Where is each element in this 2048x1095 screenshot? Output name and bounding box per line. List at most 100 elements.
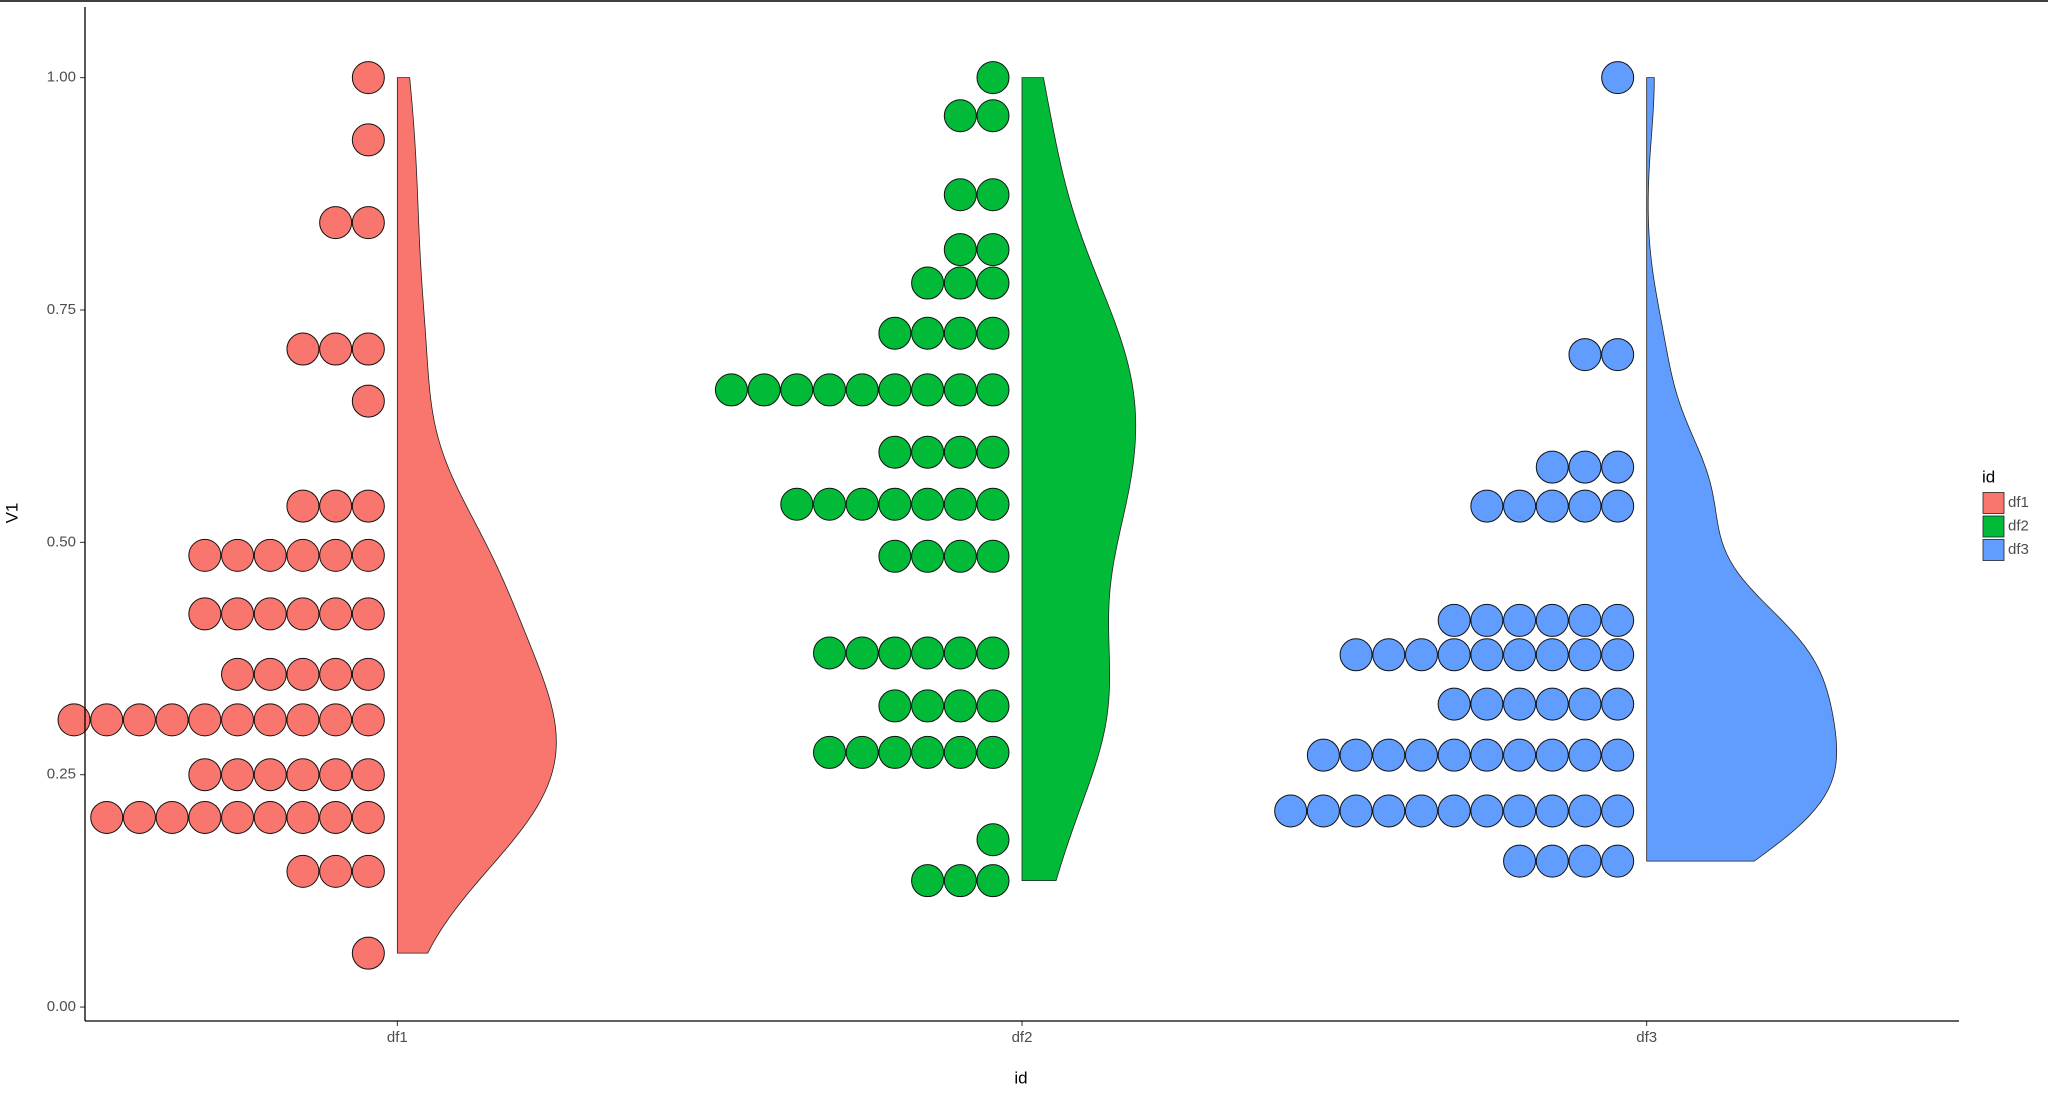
- y-tick-label: 0.50: [47, 533, 76, 550]
- dot: [351, 61, 385, 95]
- dot: [1437, 738, 1471, 772]
- x-tick-label: df2: [1012, 1029, 1033, 1046]
- dot: [1601, 794, 1635, 828]
- dot: [1535, 450, 1569, 484]
- dot: [911, 316, 945, 350]
- y-tick-label: 0.25: [47, 766, 76, 783]
- dot: [943, 316, 977, 350]
- dot: [1601, 638, 1635, 672]
- dot: [878, 435, 912, 469]
- dot: [943, 636, 977, 670]
- violin: [396, 77, 557, 954]
- dot: [878, 487, 912, 521]
- dot: [319, 800, 353, 834]
- dot: [878, 735, 912, 769]
- y-tick-label: 0.75: [47, 301, 76, 318]
- dot: [878, 636, 912, 670]
- dot: [976, 539, 1010, 573]
- dot: [351, 800, 385, 834]
- dot: [1601, 489, 1635, 523]
- dot: [813, 735, 846, 769]
- dot: [976, 636, 1010, 670]
- dot: [221, 758, 255, 792]
- dot: [1503, 794, 1537, 828]
- dot: [976, 233, 1010, 267]
- x-axis-label: id: [1014, 1068, 1027, 1087]
- dot: [1437, 638, 1471, 672]
- dot: [57, 703, 91, 737]
- y-tick-label: 0.00: [47, 998, 76, 1015]
- dot: [1568, 489, 1602, 523]
- dot: [188, 703, 222, 737]
- dot: [943, 233, 977, 267]
- legend-key: [1982, 515, 2005, 538]
- dot: [911, 864, 945, 898]
- dot: [122, 703, 156, 737]
- dot: [1470, 794, 1504, 828]
- dot: [1470, 489, 1504, 523]
- dot: [1470, 738, 1504, 772]
- dot: [845, 373, 879, 407]
- legend-label: df1: [2008, 494, 2029, 511]
- dot: [943, 487, 977, 521]
- dot: [1404, 638, 1438, 672]
- dot: [1503, 638, 1537, 672]
- dot: [911, 373, 945, 407]
- dot: [1601, 338, 1635, 372]
- dot: [1274, 794, 1308, 828]
- dot: [253, 758, 287, 792]
- dot: [1535, 844, 1569, 878]
- dot: [976, 99, 1010, 133]
- dot: [1568, 738, 1602, 772]
- dot: [1339, 738, 1373, 772]
- dot: [253, 800, 287, 834]
- dot: [878, 539, 912, 573]
- dot: [1437, 687, 1471, 721]
- dot: [1568, 844, 1602, 878]
- dot: [319, 206, 353, 240]
- dot: [188, 538, 222, 572]
- dot: [911, 435, 945, 469]
- dot: [319, 854, 353, 888]
- dot: [911, 689, 945, 723]
- y-axis-label: V1: [2, 503, 21, 524]
- violin: [1021, 77, 1137, 882]
- dot: [976, 435, 1010, 469]
- dot: [155, 800, 189, 834]
- dot: [1503, 687, 1537, 721]
- dot: [747, 373, 781, 407]
- legend-label: df2: [2008, 517, 2029, 534]
- dot: [351, 206, 385, 240]
- dot: [1601, 603, 1635, 637]
- dot: [188, 800, 222, 834]
- dot: [813, 373, 846, 407]
- dot: [351, 936, 385, 970]
- dot: [943, 689, 977, 723]
- dot: [188, 597, 222, 631]
- dot: [1535, 638, 1569, 672]
- dot: [1339, 638, 1373, 672]
- dot: [911, 636, 945, 670]
- dot: [319, 758, 353, 792]
- dot: [319, 538, 353, 572]
- legend-key: [1982, 539, 2005, 561]
- dot: [1437, 794, 1471, 828]
- dot: [1404, 738, 1438, 772]
- dot: [1372, 794, 1406, 828]
- dot: [351, 657, 385, 691]
- dot: [319, 597, 353, 631]
- dot: [943, 539, 977, 573]
- legend-label: df3: [2008, 541, 2029, 558]
- dot: [253, 597, 287, 631]
- dot: [221, 538, 255, 572]
- dot: [1372, 738, 1406, 772]
- dot: [286, 332, 320, 366]
- dot: [221, 597, 255, 631]
- dot: [976, 487, 1010, 521]
- dot: [911, 735, 945, 769]
- x-tick-label: df3: [1636, 1029, 1657, 1046]
- dot: [1470, 603, 1504, 637]
- dot: [943, 178, 977, 212]
- dot: [911, 266, 945, 300]
- dot: [976, 266, 1010, 300]
